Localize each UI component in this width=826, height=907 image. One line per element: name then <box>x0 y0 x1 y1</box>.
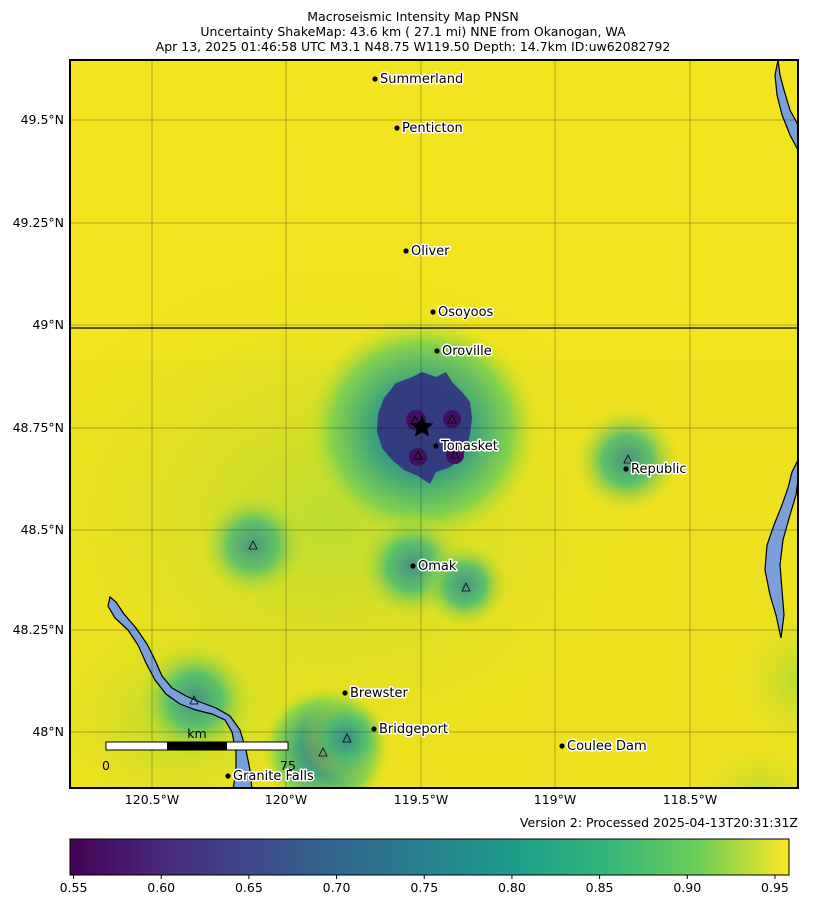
city-label: Tonasket <box>440 439 498 454</box>
city-label: Summerland <box>380 72 463 87</box>
star-icon <box>410 415 434 437</box>
colorbar-tick-label: 0.80 <box>498 880 526 895</box>
lat-tick-label: 48.25°N <box>13 622 64 637</box>
scale-bar-end: 75 <box>280 758 296 773</box>
triangle-icon <box>342 733 352 743</box>
map-area: Summerland Penticton Oliver Osoyoos Orov… <box>70 60 798 788</box>
colorbar-tick-label: 0.70 <box>323 880 351 895</box>
river-right <box>764 459 798 639</box>
lat-tick-label: 49.25°N <box>13 215 64 230</box>
lat-tick-label: 48°N <box>32 724 64 739</box>
colorbar-gradient <box>69 838 790 876</box>
colorbar-ticks: 0.55 0.60 0.65 0.70 0.75 0.80 0.85 0.90 0.95 <box>60 875 789 895</box>
lon-tick-label: 118.5°W <box>663 792 717 807</box>
lat-tick-label: 48.5°N <box>21 522 64 537</box>
colorbar-tick-label: 0.65 <box>235 880 263 895</box>
triangle-icon <box>189 695 199 705</box>
city-markers: Summerland Penticton Oliver Osoyoos Orov… <box>225 71 688 786</box>
city-label: Penticton <box>402 121 463 136</box>
city-label: Oroville <box>442 344 492 359</box>
lake-upper-right <box>774 60 798 151</box>
stations <box>189 414 633 757</box>
triangle-icon <box>413 450 423 460</box>
triangle-icon <box>248 540 258 550</box>
version-label: Version 2: Processed 2025-04-13T20:31:31… <box>520 815 798 830</box>
longitude-labels: 120.5°W 120°W 119.5°W 119°W 118.5°W <box>125 792 717 807</box>
colorbar-tick-label: 0.95 <box>761 880 789 895</box>
title-line-1: Macroseismic Intensity Map PNSN <box>307 9 519 24</box>
city-label: Oliver <box>411 244 450 259</box>
city-label: Coulee Dam <box>567 739 647 754</box>
lon-tick-label: 119.5°W <box>394 792 448 807</box>
city-label: Republic <box>631 462 687 477</box>
city-label: Bridgeport <box>379 722 448 737</box>
triangle-icon <box>461 582 471 592</box>
colorbar-tick-label: 0.85 <box>586 880 614 895</box>
colorbar: 0.55 0.60 0.65 0.70 0.75 0.80 0.85 0.90 0.95 <box>60 838 790 895</box>
triangle-icon <box>447 414 457 424</box>
lon-tick-label: 120.5°W <box>125 792 179 807</box>
lat-tick-label: 49.5°N <box>21 112 64 127</box>
lon-tick-label: 120°W <box>265 792 307 807</box>
city-label: Osoyoos <box>438 305 494 320</box>
title-line-2: Uncertainty ShakeMap: 43.6 km ( 27.1 mi)… <box>200 24 626 39</box>
triangle-icon <box>318 747 328 757</box>
lat-tick-label: 48.75°N <box>13 420 64 435</box>
colorbar-tick-label: 0.75 <box>410 880 438 895</box>
map-frame <box>69 59 799 789</box>
city-label: Granite Falls <box>233 769 314 784</box>
scale-bar-start: 0 <box>102 758 110 773</box>
colorbar-tick-label: 0.60 <box>147 880 175 895</box>
city-label: Omak <box>418 559 457 574</box>
city-label: Brewster <box>350 686 408 701</box>
title-line-3: Apr 13, 2025 01:46:58 UTC M3.1 N48.75 W1… <box>155 39 671 54</box>
scale-bar-unit: km <box>187 726 206 741</box>
colorbar-tick-label: 0.90 <box>673 880 701 895</box>
colorbar-tick-label: 0.55 <box>60 880 88 895</box>
triangle-icon <box>623 454 633 464</box>
latitude-labels: 49.5°N 49.25°N 49°N 48.75°N 48.5°N 48.25… <box>13 112 64 739</box>
triangle-icon <box>450 449 460 459</box>
scale-bar: km 0 75 <box>102 726 296 773</box>
lon-tick-label: 119°W <box>534 792 576 807</box>
lat-tick-label: 49°N <box>32 317 64 332</box>
river-left <box>107 595 253 788</box>
